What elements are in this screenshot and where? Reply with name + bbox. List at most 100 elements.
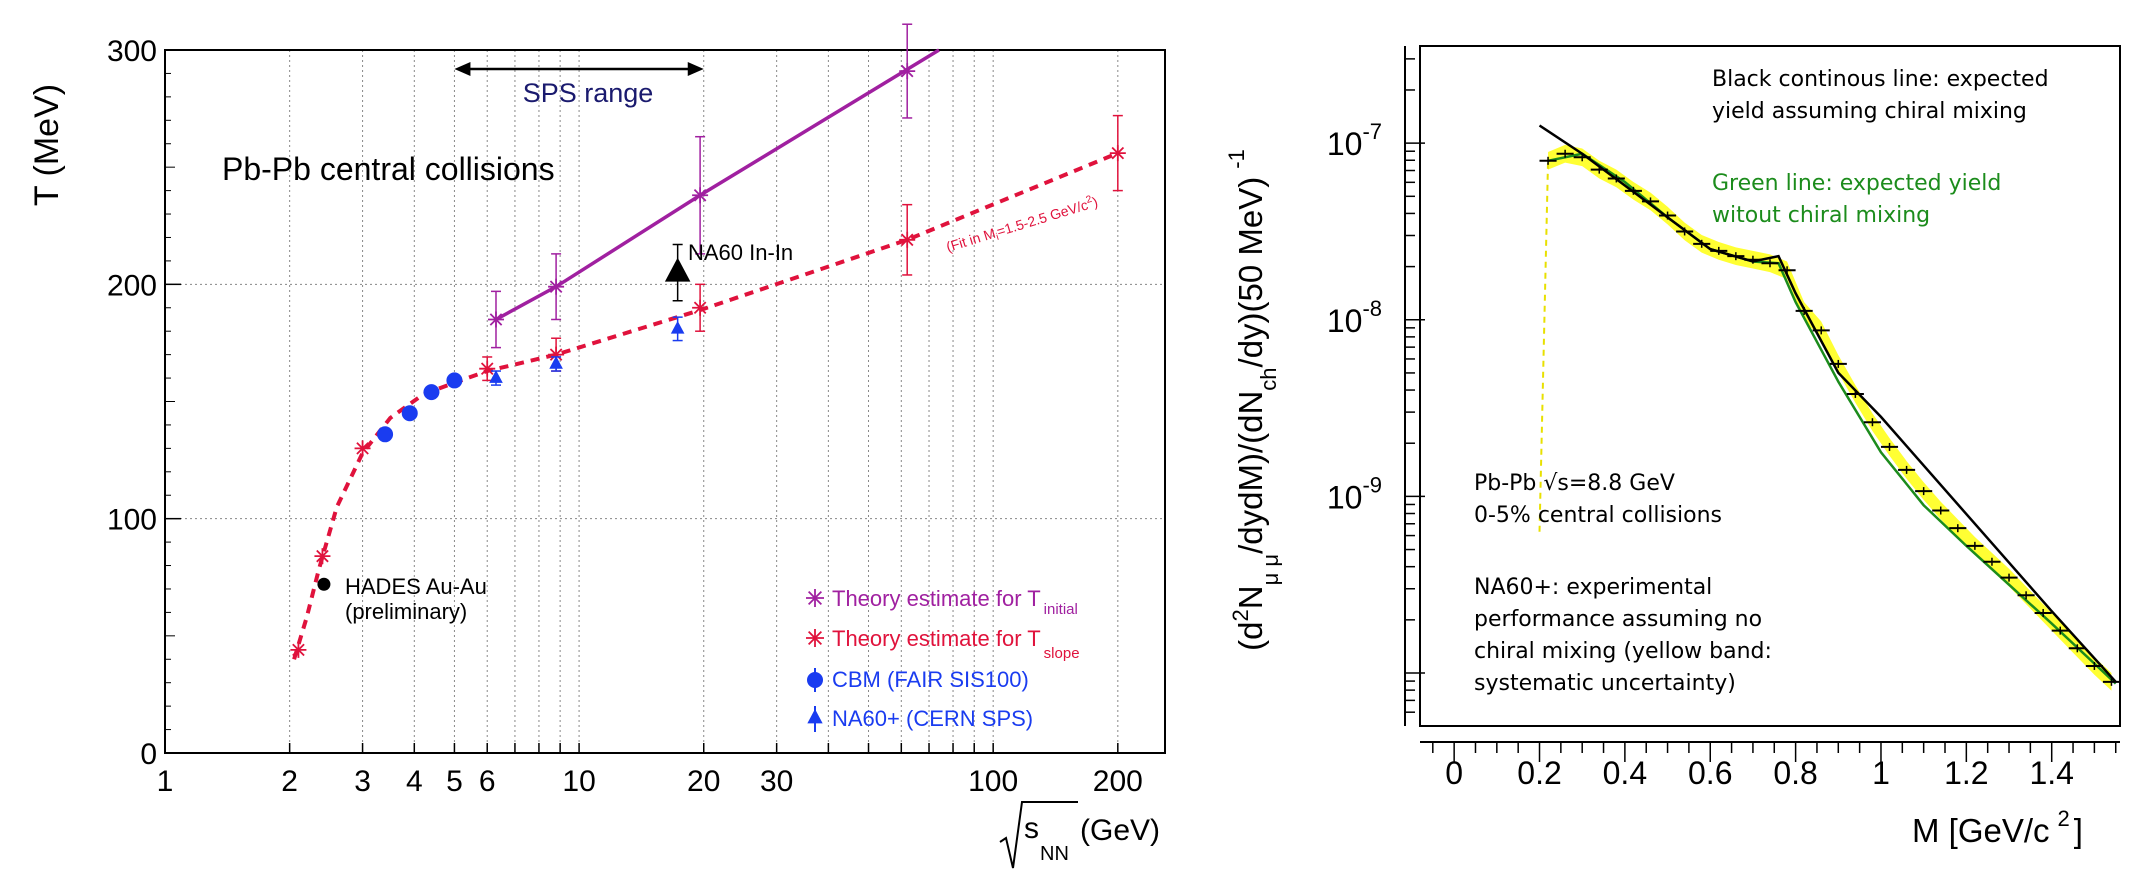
legend-entry-na60plus: NA60+ (CERN SPS)	[807, 706, 1033, 732]
right-xlabel-main: M [GeV/c	[1912, 812, 2050, 849]
left-ytick-label: 100	[107, 504, 157, 537]
na60plus-point	[489, 370, 503, 383]
right-ytick-exp: -8	[1362, 296, 1382, 321]
fit-note-sub: i	[995, 232, 1000, 243]
slope-point	[1109, 145, 1126, 162]
left-xtick-label: 5	[446, 765, 463, 798]
right-xtick-label: 1.4	[2029, 755, 2073, 791]
ann-green-1: Green line: expected yield	[1712, 171, 2001, 196]
right-ytick-exp: -7	[1362, 119, 1382, 144]
yl-p4: /dy)(50 MeV)	[1232, 177, 1269, 368]
legend-label-initial-sub: initial	[1044, 601, 1078, 618]
right-axis-ticks: 0 0.2 0.4 0.6 0.8 1 1.2 1.410-910-810-7	[1327, 46, 2120, 791]
legend-marker-star-red	[806, 629, 824, 647]
right-xtick-label: 0	[1445, 755, 1463, 791]
legend-label-slope-sub: slope	[1044, 645, 1080, 662]
legend-cbm-dot	[807, 672, 823, 688]
right-xtick-label: 0.6	[1688, 755, 1732, 791]
legend-star-slope	[806, 629, 824, 647]
left-xtick-label: 4	[406, 765, 423, 798]
left-xlabel-unit: (GeV)	[1080, 814, 1160, 847]
fit-note: (Fit in Mi=1.5-2.5 GeV/c2)	[944, 193, 1101, 258]
left-ytick-label: 200	[107, 269, 157, 302]
na60plus-point	[549, 356, 563, 369]
ann-na60-2: performance assuming no	[1474, 607, 1762, 632]
ann-system-1: Pb-Pb √s=8.8 GeV	[1474, 471, 1675, 496]
left-xtick-label: 3	[354, 765, 371, 798]
left-xtick-label: 10	[562, 765, 595, 798]
initial-point	[899, 63, 916, 80]
right-ytick-label: 10-9	[1327, 472, 1382, 515]
legend-marker-star-purple	[806, 589, 824, 607]
na60-inin-label: NA60 In-In	[688, 240, 793, 265]
legend-label-slope: Theory estimate for Tslope	[832, 626, 1080, 662]
hades-label-2: (preliminary)	[345, 599, 467, 624]
initial-point	[548, 278, 565, 295]
right-series	[1538, 124, 2120, 691]
ann-green-2: witout chiral mixing	[1712, 203, 1930, 228]
right-xlabel-sup: 2	[2058, 806, 2070, 831]
cbm-point	[401, 405, 418, 422]
slope-point	[548, 346, 565, 363]
yl-p2-sub: μ μ	[1258, 554, 1283, 585]
ann-na60-4: systematic uncertainty)	[1474, 671, 1736, 696]
left-xtick-label: 2	[281, 765, 298, 798]
left-xtick-label: 30	[760, 765, 793, 798]
slope-point	[479, 360, 496, 377]
yl-p3: /dydM)/(dN	[1232, 391, 1269, 554]
legend-label-cbm: CBM (FAIR SIS100)	[832, 667, 1029, 692]
legend-marker-circle-blue	[807, 668, 823, 692]
right-xlabel: M [GeV/c 2]	[1912, 806, 2083, 849]
yl-p3-sub: ch	[1256, 367, 1281, 390]
right-ylabel: (d2Nμ μ/dydM)/(dNch/dy)(50 MeV) -1	[1224, 149, 1283, 651]
legend-label-initial-main: Theory estimate for T	[832, 586, 1041, 611]
legend-marker-triangle-blue	[807, 706, 823, 732]
green-line-no-mixing	[1547, 152, 2117, 685]
sqrt-sign	[999, 801, 1078, 869]
right-ytick-label: 10-7	[1327, 119, 1382, 162]
sps-range-label: SPS range	[523, 78, 654, 108]
slope-point	[354, 440, 371, 457]
slope-point	[290, 641, 307, 658]
right-plot-frame	[1419, 45, 2121, 727]
right-annotations: Black continous line: expected yield ass…	[1474, 67, 2049, 696]
right-ytick-exp: -9	[1362, 472, 1382, 497]
ann-black-1: Black continous line: expected	[1712, 67, 2049, 92]
left-xtick-label: 1	[157, 765, 174, 798]
right-xtick-label: 0.2	[1517, 755, 1561, 791]
fit-note-end: )	[1090, 193, 1099, 210]
right-ytick-base: 10	[1327, 303, 1363, 339]
band-left-edge	[1538, 160, 1550, 532]
left-xtick-label: 100	[968, 765, 1018, 798]
slope-point	[899, 231, 916, 248]
initial-point	[692, 187, 709, 204]
legend-na60plus-tri	[807, 709, 823, 724]
ann-na60-1: NA60+: experimental	[1474, 575, 1712, 600]
fit-note-sup: 2	[1085, 194, 1094, 206]
legend-label-na60plus: NA60+ (CERN SPS)	[832, 706, 1033, 731]
left-title: Pb-Pb central collisions	[222, 151, 555, 187]
na60plus-point	[670, 320, 685, 334]
temperature-vs-energy-plot: 1 2 3 4 5 6 10 20 30 100 200 0 100 200 300 Pb-Pb centr…	[28, 23, 1166, 869]
hades-label-1: HADES Au-Au	[345, 574, 487, 599]
dimuon-yield-plot: 0 0.2 0.4 0.6 0.8 1 1.2 1.410-910-810-7 (d2Nμ μ…	[1224, 45, 2121, 849]
black-line-chiral-mixing	[1538, 124, 2117, 683]
initial-curve	[495, 48, 940, 322]
fit-note-text: (Fit in Mi=1.5-2.5 GeV/c2)	[944, 193, 1101, 258]
yl-p1-sup: 2	[1228, 609, 1253, 621]
left-ytick-label: 300	[107, 35, 157, 68]
yl-p2: N	[1232, 585, 1269, 609]
right-ytick-base: 10	[1327, 479, 1363, 515]
sps-range-annotation: SPS range	[454, 62, 704, 108]
fit-note-start: (Fit in M	[944, 225, 997, 255]
left-xlabel-s: s	[1024, 812, 1039, 845]
ann-black-2: yield assuming chiral mixing	[1712, 99, 2027, 124]
initial-point	[487, 311, 504, 328]
hades-point	[317, 577, 331, 591]
left-series	[290, 23, 1126, 660]
left-plot-frame	[164, 49, 1166, 754]
legend-entry-slope: Theory estimate for Tslope	[806, 626, 1080, 662]
